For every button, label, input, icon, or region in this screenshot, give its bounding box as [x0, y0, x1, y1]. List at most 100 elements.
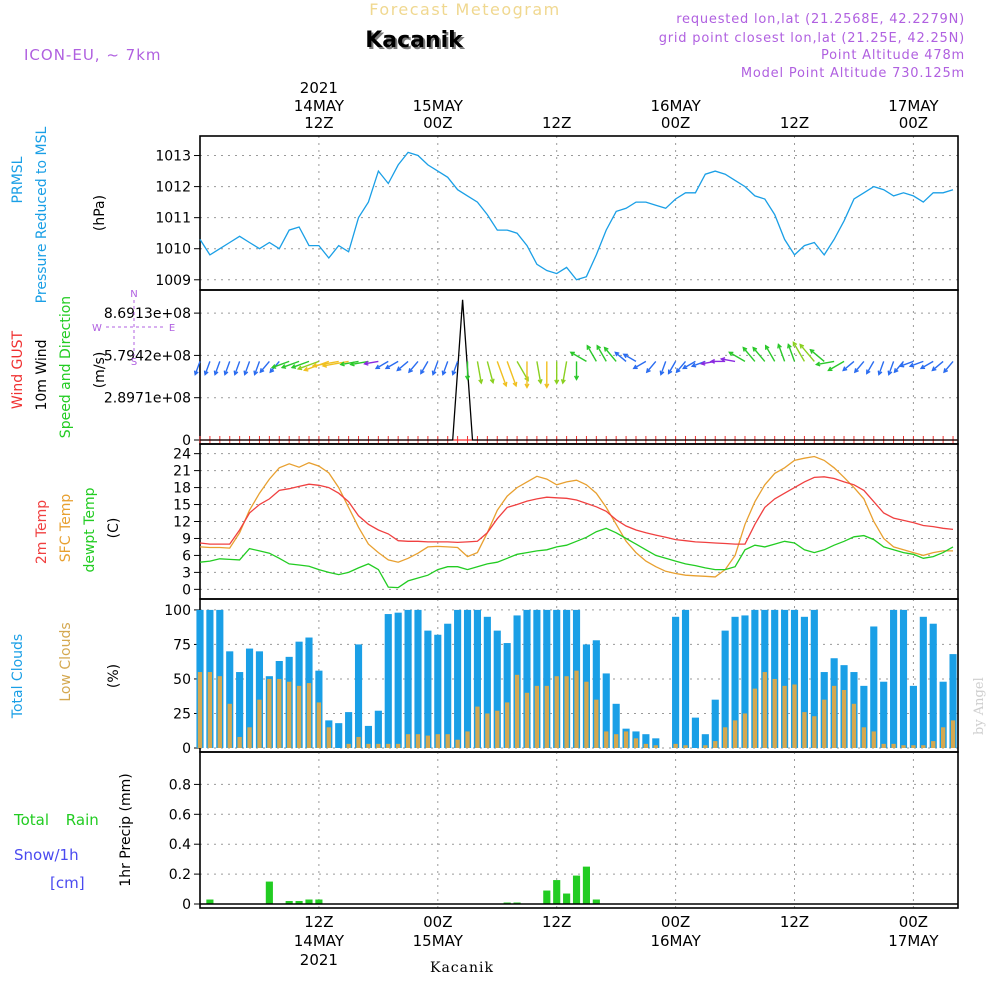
total-clouds-bar: [454, 609, 462, 748]
total-clouds-bar: [483, 616, 491, 748]
wind-arrowhead: [554, 379, 560, 385]
temp-2m-line: [199, 476, 954, 545]
low-clouds-bar: [822, 699, 827, 748]
total-clouds-bar: [939, 681, 947, 748]
wind-arrowhead: [667, 369, 673, 375]
wind-arrow: [854, 360, 865, 373]
wind-arrowhead: [569, 351, 575, 357]
top-year-label: 2021: [300, 79, 338, 97]
compass-north: N: [130, 289, 137, 300]
temp-ytick-label: 24: [173, 447, 191, 463]
wind-arrowhead: [752, 346, 758, 352]
total-clouds-bar: [503, 643, 511, 748]
wind-arrow: [194, 361, 201, 375]
wind-arrowhead: [253, 370, 259, 376]
wind-arrowhead: [512, 381, 518, 388]
wind-arrowhead: [700, 360, 706, 366]
low-clouds-bar: [396, 743, 401, 748]
precip-bar: [295, 901, 303, 904]
low-clouds-bar: [386, 743, 391, 748]
wind-arrowhead: [887, 370, 893, 376]
total-clouds-bar: [592, 640, 600, 748]
wind-arrowhead: [586, 344, 592, 350]
precip-frame: [199, 751, 959, 909]
low-clouds-bar: [485, 713, 490, 748]
bottom-hour-label: 12Z: [542, 913, 571, 931]
precip-ytick-label: 0.2: [169, 867, 191, 883]
wind-arrow: [322, 360, 349, 367]
low-clouds-bar: [841, 690, 847, 748]
low-clouds-bar: [306, 683, 312, 748]
wind-arrowhead: [296, 365, 303, 371]
credit-watermark: by Angel: [972, 677, 987, 735]
wind-arrowhead: [321, 362, 328, 368]
total-clouds-bar: [335, 723, 343, 748]
low-clouds-bar: [604, 731, 609, 748]
wind-10m-line: [200, 299, 958, 441]
wind-arrow: [234, 361, 241, 375]
low-clouds-bar: [812, 716, 817, 748]
low-clouds-bar: [247, 727, 252, 748]
clouds-unit: (%): [106, 664, 122, 688]
precip-bar: [285, 901, 293, 904]
wind-arrowhead: [270, 364, 277, 369]
pressure-line: [199, 151, 954, 281]
precip-ytick-label: 0.4: [169, 837, 191, 853]
low-clouds-bar: [950, 720, 956, 748]
low-clouds-bar: [881, 743, 886, 748]
total-clouds-bar: [652, 738, 660, 748]
wind-arrow: [799, 344, 815, 362]
pressure-label-msl: Pressure Reduced to MSL: [34, 126, 50, 303]
wind-arrow: [259, 360, 270, 373]
top-date-label: 16MAY: [650, 97, 701, 115]
wind-arrow: [204, 361, 211, 375]
total-clouds-bar: [374, 710, 382, 748]
wind-arrow: [396, 360, 409, 371]
wind-arrowhead: [645, 368, 651, 374]
wind-arrowhead: [809, 348, 815, 354]
low-clouds-bar: [316, 702, 322, 748]
wind-arrow: [420, 361, 429, 374]
wind-arrowhead: [243, 370, 249, 376]
wind-arrow: [442, 361, 449, 375]
wind-arrow: [792, 342, 806, 362]
low-clouds-bar: [534, 685, 540, 748]
wind-arrowhead: [787, 343, 792, 349]
total-clouds-bar: [533, 609, 541, 748]
wind-arrowhead: [682, 364, 688, 370]
low-clouds-bar: [564, 676, 569, 748]
wind-arrow: [432, 361, 439, 375]
clouds-label-total: Total Clouds: [10, 634, 26, 719]
total-clouds-bar: [384, 614, 392, 748]
wind-arrowhead: [908, 362, 915, 368]
low-clouds-bar: [287, 681, 292, 748]
bottom-date-label: 14MAY: [294, 932, 345, 950]
temp-ytick-label: 15: [173, 498, 191, 514]
low-clouds-bar: [227, 703, 232, 748]
wind-arrow: [787, 344, 796, 362]
wind-arrow: [866, 361, 875, 374]
low-clouds-bar: [911, 745, 916, 748]
wind-arrowhead: [919, 364, 926, 370]
low-clouds-bar: [405, 734, 411, 748]
low-clouds-bar: [574, 670, 579, 748]
low-clouds-bar: [673, 743, 678, 748]
low-clouds-bar: [207, 672, 213, 748]
wind-label-speeddir: Speed and Direction: [58, 296, 74, 438]
bottom-date-label: 17MAY: [888, 932, 939, 950]
low-clouds-bar: [802, 712, 807, 748]
low-clouds-bar: [782, 685, 787, 748]
total-clouds-bar: [890, 609, 898, 748]
wind-arrowhead: [408, 368, 413, 374]
wind-arrow: [828, 360, 845, 372]
low-clouds-bar: [267, 678, 272, 748]
precip-bar: [553, 880, 561, 904]
wind-label-10m: 10m Wind: [34, 339, 50, 410]
wind-arrow: [375, 360, 389, 370]
low-clouds-bar: [415, 734, 421, 748]
temp-ytick-label: 9: [182, 531, 191, 547]
low-clouds-bar: [514, 674, 520, 748]
total-clouds-bar: [790, 609, 799, 748]
top-hour-label: 12Z: [780, 114, 809, 132]
precip-ytick-label: 0.6: [169, 807, 191, 823]
